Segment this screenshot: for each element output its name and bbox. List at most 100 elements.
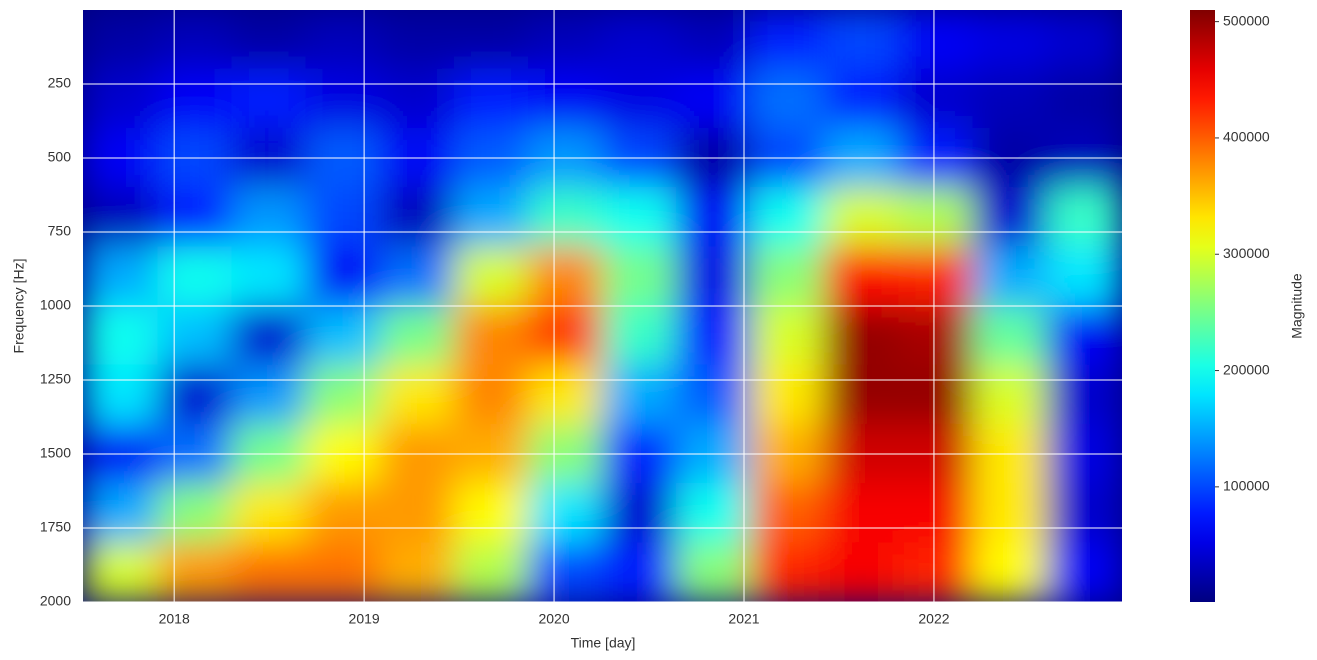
heatmap-cell	[972, 68, 1048, 129]
heatmap-cell	[527, 364, 603, 425]
heatmap-cell	[379, 483, 455, 544]
colorbar-tick-label: 500000	[1223, 12, 1270, 28]
heatmap-cell	[157, 246, 233, 307]
colorbar	[1190, 10, 1215, 602]
colorbar-tick-label: 100000	[1223, 478, 1270, 494]
heatmap-cell	[453, 364, 529, 425]
heatmap-cell	[305, 483, 381, 544]
heatmap-cell	[676, 187, 752, 248]
heatmap-cell	[83, 10, 159, 70]
heatmap-cell	[527, 483, 603, 544]
heatmap-cell	[898, 483, 974, 544]
heatmap-cell	[83, 483, 159, 544]
heatmap-cell	[453, 10, 529, 70]
heatmap-cell	[305, 364, 381, 425]
heatmap-cell	[83, 187, 159, 248]
heatmap-cell	[750, 364, 826, 425]
heatmap-cell	[898, 187, 974, 248]
heatmap-cell	[602, 246, 678, 307]
heatmap-cell	[453, 305, 529, 366]
y-tick-label: 2000	[40, 593, 71, 609]
heatmap-cell	[972, 305, 1048, 366]
x-tick-label: 2018	[159, 611, 190, 627]
x-tick-label: 2022	[918, 611, 949, 627]
heatmap-cell	[898, 10, 974, 70]
heatmap-cell	[83, 68, 159, 129]
heatmap-cell	[305, 305, 381, 366]
heatmap-cell	[972, 542, 1048, 602]
x-tick-label: 2020	[538, 611, 569, 627]
heatmap-cell	[157, 364, 233, 425]
heatmap-cell	[750, 483, 826, 544]
heatmap-cell	[898, 305, 974, 366]
heatmap-cell	[1046, 187, 1122, 248]
heatmap-cell	[602, 10, 678, 70]
colorbar-label: Magnitude	[1289, 273, 1305, 339]
heatmap-cell	[750, 542, 826, 602]
heatmap-cell	[453, 542, 529, 602]
heatmap-cell	[379, 68, 455, 129]
heatmap-cell	[602, 68, 678, 129]
heatmap-cell	[824, 305, 900, 366]
heatmap-cell	[305, 10, 381, 70]
y-axis-label: Frequency [Hz]	[11, 259, 27, 354]
y-tick-label: 1500	[40, 445, 71, 461]
heatmap-cell	[750, 10, 826, 70]
heatmap-cell	[898, 246, 974, 307]
heatmap-cell	[676, 10, 752, 70]
heatmap-cell	[231, 246, 307, 307]
heatmap-cell	[527, 187, 603, 248]
x-tick-label: 2021	[728, 611, 759, 627]
heatmap-cell	[379, 364, 455, 425]
heatmap-cell	[379, 10, 455, 70]
heatmap-cell	[305, 542, 381, 602]
heatmap-cell	[231, 364, 307, 425]
heatmap-cell	[1046, 305, 1122, 366]
heatmap-cell	[231, 68, 307, 129]
heatmap-cell	[157, 542, 233, 602]
heatmap-cell	[972, 246, 1048, 307]
heatmap-cell	[157, 305, 233, 366]
heatmap-cell	[1046, 68, 1122, 129]
heatmap-cell	[1046, 483, 1122, 544]
heatmap-cell	[676, 68, 752, 129]
plot-area	[83, 10, 1122, 602]
heatmap-cell	[231, 542, 307, 602]
heatmap-cell	[305, 68, 381, 129]
y-tick-label: 250	[48, 75, 72, 91]
heatmap-cell	[527, 68, 603, 129]
heatmap-cell	[750, 68, 826, 129]
heatmap-cell	[1046, 246, 1122, 307]
heatmap-cell	[1046, 10, 1122, 70]
heatmap-cell	[676, 305, 752, 366]
heatmap-cell	[972, 187, 1048, 248]
heatmap-cell	[379, 305, 455, 366]
heatmap-cell	[379, 542, 455, 602]
heatmap-cell	[750, 246, 826, 307]
heatmap-cell	[602, 187, 678, 248]
heatmap-cell	[527, 305, 603, 366]
heatmap-cell	[972, 483, 1048, 544]
heatmap-cell	[453, 187, 529, 248]
heatmap-cell	[231, 483, 307, 544]
heatmap-cell	[527, 10, 603, 70]
y-tick-label: 500	[48, 149, 72, 165]
colorbar-tick-label: 200000	[1223, 361, 1270, 377]
heatmap-cell	[676, 364, 752, 425]
heatmap-cell	[453, 246, 529, 307]
heatmap-cell	[157, 187, 233, 248]
heatmap-cell	[898, 542, 974, 602]
heatmap-cell	[676, 483, 752, 544]
colorbar-tick-label: 400000	[1223, 129, 1270, 145]
heatmap-cell	[379, 246, 455, 307]
heatmap-cell	[898, 364, 974, 425]
heatmap-cell	[1046, 542, 1122, 602]
colorbar-tick-label: 300000	[1223, 245, 1270, 261]
heatmap-cell	[305, 246, 381, 307]
heatmap-cell	[231, 10, 307, 70]
heatmap-cell	[824, 246, 900, 307]
y-tick-label: 1000	[40, 297, 71, 313]
heatmap-cell	[676, 246, 752, 307]
heatmap-cell	[972, 10, 1048, 70]
